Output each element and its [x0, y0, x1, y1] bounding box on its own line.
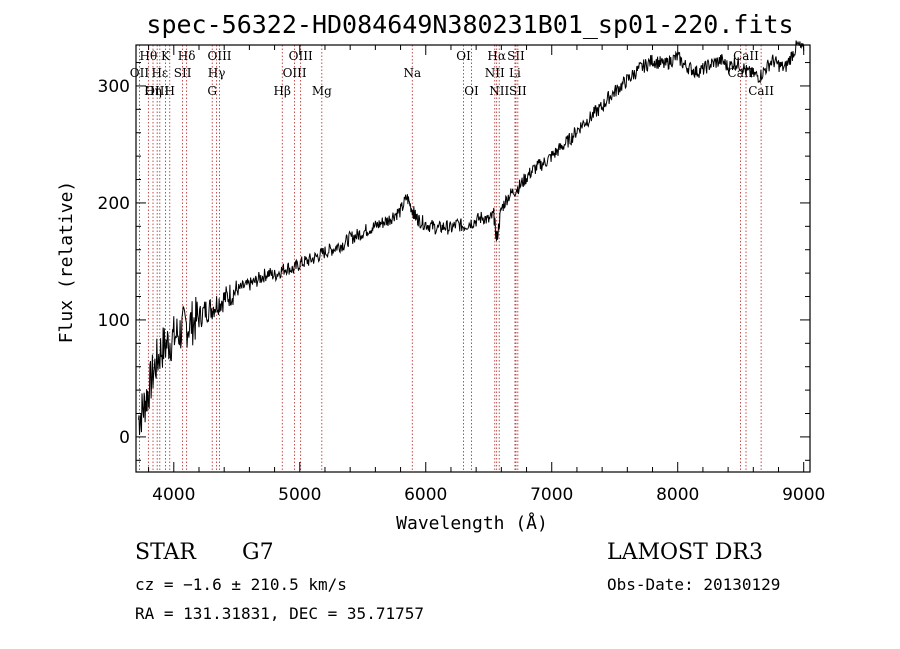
- spectral-line-markers: HθHηHεOIIOIIIKHSIIHδGHγOIIIHβOIIIOIIIMgN…: [130, 45, 774, 472]
- spectral-line-label: H: [165, 84, 175, 98]
- spectral-line-label: CaII: [748, 84, 774, 98]
- x-tick-label: 9000: [782, 485, 825, 505]
- x-tick-label: 6000: [404, 485, 447, 505]
- y-tick-label: 0: [119, 428, 130, 448]
- plot-frame: [135, 44, 811, 473]
- x-tick-label: 8000: [656, 485, 699, 505]
- x-tick-label: 5000: [278, 485, 321, 505]
- spectral-line-label: OI: [456, 49, 471, 63]
- object-class: STAR: [135, 540, 196, 565]
- spectral-line-label: SII: [509, 84, 527, 98]
- redshift-text: cz = −1.6 ± 210.5 km/s: [135, 575, 347, 594]
- spectral-line-label: SII: [174, 66, 192, 80]
- y-axis-label: Flux (relative): [56, 181, 77, 344]
- spectral-line-label: OIII: [207, 49, 231, 63]
- spectral-line-label: OII: [130, 66, 150, 80]
- series-line-flux: [138, 40, 805, 436]
- spectral-line-label: G: [207, 84, 217, 98]
- object-subclass: G7: [242, 540, 274, 565]
- obs-date-text: Obs-Date: 20130129: [607, 575, 781, 594]
- spectral-line-label: Mg: [312, 84, 332, 98]
- series-layer: [138, 40, 805, 436]
- spectral-line-label: Hδ: [178, 49, 196, 63]
- spectral-line-label: Hγ: [208, 66, 226, 80]
- x-axis: 4000 5000 6000 7000 8000 9000: [148, 45, 825, 505]
- spectral-line-label: OIII: [289, 49, 313, 63]
- spectral-line-label: K: [161, 49, 171, 63]
- spectral-line-label: Hθ: [139, 49, 157, 63]
- y-tick-label: 100: [98, 311, 130, 331]
- x-tick-label: 7000: [530, 485, 573, 505]
- x-tick-label: 4000: [152, 485, 195, 505]
- spectral-line-label: SII: [507, 49, 525, 63]
- spectral-line-label: Na: [403, 66, 421, 80]
- spectral-line-label: NII: [489, 84, 509, 98]
- y-tick-label: 300: [98, 77, 130, 97]
- spectral-line-label: Hβ: [274, 84, 291, 98]
- spectral-line-label: Hα: [487, 49, 506, 63]
- y-tick-label: 200: [98, 194, 130, 214]
- spectral-line-label: NII: [485, 66, 505, 80]
- spectral-line-label: CaII: [733, 49, 759, 63]
- x-axis-label: Wavelength (Å): [396, 512, 548, 534]
- coordinates-text: RA = 131.31831, DEC = 35.71757: [135, 604, 424, 623]
- survey-label: LAMOST DR3: [607, 540, 763, 565]
- spectral-line-label: Li: [509, 66, 521, 80]
- spectral-line-label: OIII: [145, 84, 169, 98]
- spectral-line-label: Hε: [151, 66, 168, 80]
- spectral-line-label: OI: [464, 84, 479, 98]
- chart-title: spec-56322-HD084649N380231B01_sp01-220.f…: [146, 10, 793, 39]
- y-axis: 0 100 200 300: [98, 62, 810, 461]
- spectral-line-label: OIII: [283, 66, 307, 80]
